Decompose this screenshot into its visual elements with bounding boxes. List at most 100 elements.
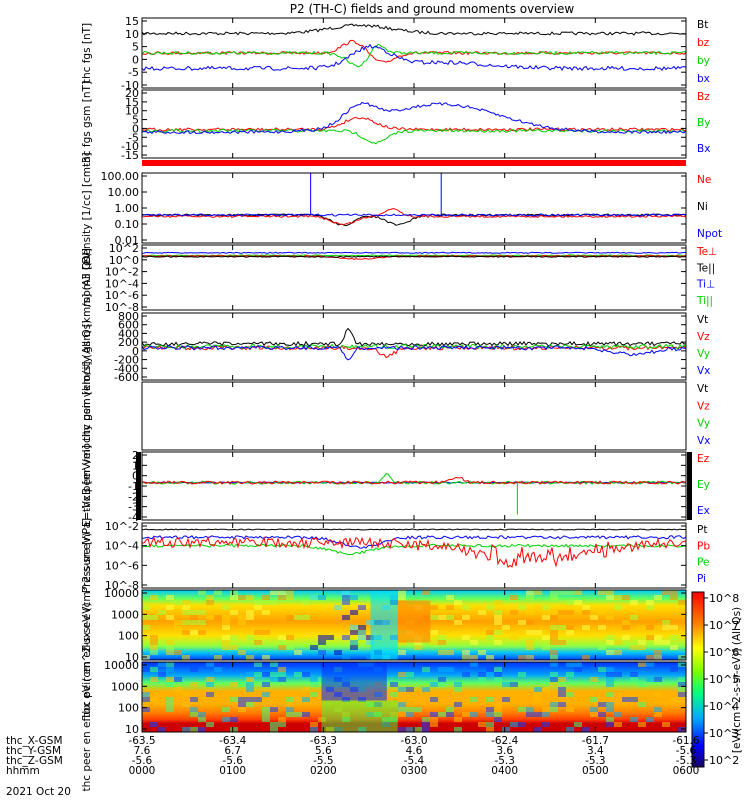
spectrogram-cell <box>526 595 534 600</box>
spectrogram-cell <box>166 697 174 702</box>
spectrogram-cell <box>550 650 558 655</box>
spectrogram-cell <box>630 697 638 702</box>
spectrogram-cell <box>342 615 350 620</box>
spectrogram-cell <box>286 615 294 620</box>
spectrogram-cell <box>318 635 326 640</box>
y-tick-label: 15 <box>125 15 139 28</box>
colorbar-label: [eV/(cm^2-s-sr-eV)] (All Qs) <box>731 607 743 753</box>
y-tick-label: 5 <box>132 114 139 127</box>
colorbar-tick-label: 10^4 <box>709 700 739 713</box>
spectrogram-cell <box>230 645 238 650</box>
spectrogram-cell <box>286 595 294 600</box>
panel-8: 10^-2 10^-4 10^-6 10^-8 Pressure [nPa] Pt Pb Pe… <box>81 518 710 593</box>
spectrogram-cell <box>422 727 430 732</box>
spectrogram-cell <box>630 645 638 650</box>
spectrogram-cell <box>590 615 598 620</box>
spectrogram-cell <box>294 672 302 677</box>
spectrogram-cell <box>270 590 278 595</box>
spectrogram-cell <box>238 650 246 655</box>
spectrogram-cell <box>606 640 614 645</box>
y-tick-label: 1000 <box>111 608 139 621</box>
spectrogram-cell <box>182 610 190 615</box>
spectrogram-cell <box>446 707 454 712</box>
spectrogram-cell <box>550 630 558 635</box>
y-tick-label: 0 <box>132 470 139 483</box>
y-tick-label: 10^-8 <box>105 301 139 314</box>
legend-entry: Vy <box>697 348 710 360</box>
spectrogram-cell <box>486 635 494 640</box>
spectrogram-cell <box>606 615 614 620</box>
spectrogram-cell <box>518 655 526 660</box>
spectrogram-cell <box>310 682 318 687</box>
spectrogram-cell <box>646 655 654 660</box>
spectrogram-cell <box>606 717 614 722</box>
spectrogram-dropout <box>321 662 387 701</box>
spectrogram-cell <box>294 650 302 655</box>
spectrogram-cell <box>254 600 262 605</box>
spectrogram-cell <box>526 712 534 717</box>
spectrogram-cell <box>190 630 198 635</box>
figure-title: P2 (TH-C) fields and ground moments over… <box>290 2 575 16</box>
colorbar-tick-label: 10^8 <box>709 592 739 605</box>
spectrogram-cell <box>614 605 622 610</box>
spectrogram-cell <box>390 682 398 687</box>
spectrogram-cell <box>550 702 558 707</box>
spectrogram-cell <box>646 625 654 630</box>
spectrogram-cell <box>630 677 638 682</box>
y-tick-label: 600 <box>118 319 139 332</box>
panel-ylabel: thc peer velocity gsm [km/s] (All Qs) <box>81 320 93 512</box>
spectrogram-cell <box>550 707 558 712</box>
spectrogram-cell <box>518 672 526 677</box>
spectrogram-cell <box>238 595 246 600</box>
spectrogram-cell <box>414 645 422 650</box>
spectrogram-cell <box>166 707 174 712</box>
spectrogram-cell <box>190 615 198 620</box>
spectrogram-cell <box>318 640 326 645</box>
y-tick-label: -10 <box>121 79 139 92</box>
spectrogram-cell <box>222 605 230 610</box>
legend-entry: Ni <box>697 201 708 213</box>
ephemeris-value: 6.7 <box>224 745 241 757</box>
y-tick-label: 10^-4 <box>105 277 139 290</box>
spectrogram-cell <box>606 667 614 672</box>
spectrogram-cell <box>558 590 566 595</box>
spectrogram-cell <box>598 702 606 707</box>
spectrogram-cell <box>550 635 558 640</box>
spectrogram-cell <box>598 645 606 650</box>
series-line-Npot <box>142 213 687 217</box>
series-line-Bx <box>141 101 687 135</box>
spectrogram-cell <box>606 702 614 707</box>
spectrogram-cell <box>422 672 430 677</box>
spectrogram-cell <box>462 615 470 620</box>
spectrogram-cell <box>422 687 430 692</box>
spectrogram-cell <box>182 655 190 660</box>
spectrogram-cell <box>254 605 262 610</box>
spectrogram-cell <box>366 635 374 640</box>
legend-entry: Bx <box>697 143 710 155</box>
spectrogram-cell <box>238 682 246 687</box>
legend-entry: Npot <box>697 228 722 240</box>
ephemeris-value: -63.4 <box>219 735 246 747</box>
spectrogram-cell <box>550 640 558 645</box>
spectrogram-cell <box>566 600 574 605</box>
ephemeris-value: 0400 <box>491 765 518 777</box>
edge-marker <box>687 452 692 520</box>
panel-ylabel: thc fgs gsm [nT] <box>81 81 93 167</box>
spectrogram-cell <box>222 635 230 640</box>
spectrogram-cell <box>638 645 646 650</box>
spectrogram-cell <box>622 595 630 600</box>
spectrogram-cell <box>342 635 350 640</box>
spectrogram-cell <box>190 620 198 625</box>
spectrogram-cell <box>606 692 614 697</box>
spectrogram-cell <box>222 707 230 712</box>
spectrogram-cell <box>502 727 510 732</box>
spectrogram-cell <box>246 655 254 660</box>
spectrogram-cell <box>654 625 662 630</box>
spectrogram-cell <box>630 672 638 677</box>
spectrogram-cell <box>422 667 430 672</box>
spectrogram-cell <box>358 630 366 635</box>
spectrogram-cell <box>166 677 174 682</box>
spectrogram-cell <box>142 697 150 702</box>
spectrogram-cell <box>150 635 158 640</box>
y-tick-label: -3 <box>128 501 139 514</box>
